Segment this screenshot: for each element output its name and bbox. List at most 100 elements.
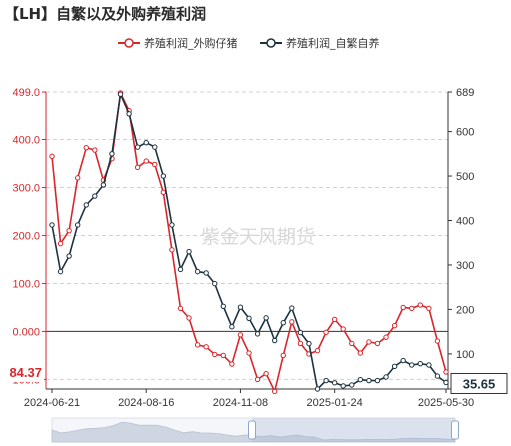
right-tick-label: 100 <box>456 349 474 361</box>
data-point <box>186 315 192 321</box>
data-point <box>263 315 269 321</box>
right-tick-label: 300 <box>456 260 474 272</box>
zoom-preview-area <box>51 421 456 443</box>
right-tick-label: 689 <box>456 87 474 99</box>
data-point <box>143 139 149 146</box>
zoom-handle-grip[interactable] <box>248 420 256 440</box>
zoom-handle-grip[interactable] <box>451 420 459 440</box>
zoom-selection[interactable] <box>252 418 455 442</box>
legend-label: 养殖利润_外购仔猪 <box>144 36 238 50</box>
series-2 <box>49 91 449 392</box>
data-point <box>203 344 209 350</box>
data-point <box>66 227 72 234</box>
data-point <box>366 377 372 384</box>
left-tick-label: 0.000 <box>12 326 40 338</box>
legend-swatch-marker <box>124 38 134 48</box>
data-point <box>66 253 72 259</box>
data-point <box>400 304 406 311</box>
data-point <box>152 144 158 150</box>
x-tick-label: 2024-06-21 <box>24 397 80 409</box>
data-point <box>229 324 235 330</box>
data-point <box>169 222 175 228</box>
right-tick-label: 600 <box>456 127 474 139</box>
data-point <box>426 362 432 368</box>
data-point <box>220 352 227 359</box>
data-point <box>426 305 432 312</box>
data-point <box>152 161 158 168</box>
data-point <box>57 268 64 275</box>
data-point <box>323 377 329 384</box>
watermark-text: 紫金天风期货 <box>201 226 315 248</box>
legend-item[interactable]: 养殖利润_自繁自养 <box>260 36 380 50</box>
data-point <box>409 362 415 368</box>
data-point <box>289 319 295 325</box>
data-point <box>434 373 441 379</box>
axes: 499.0400.0300.0200.0100.00.000-100.06896… <box>9 87 475 409</box>
data-point <box>340 326 346 332</box>
legend-label: 养殖利润_自繁自养 <box>286 36 380 50</box>
legend: 养殖利润_外购仔猪 养殖利润_自繁自养 <box>118 36 380 50</box>
data-zoom-slider[interactable] <box>51 417 459 443</box>
data-point <box>366 339 372 345</box>
x-tick-label: 2024-11-08 <box>213 397 268 409</box>
data-point <box>417 302 424 308</box>
data-point <box>349 340 355 347</box>
data-point <box>212 280 218 287</box>
series-layer <box>49 90 449 395</box>
data-point <box>443 379 449 386</box>
zoom-handle[interactable] <box>248 420 256 440</box>
data-point <box>109 151 115 157</box>
data-point <box>340 383 346 389</box>
data-point <box>331 316 338 323</box>
data-point <box>83 202 89 208</box>
data-point <box>271 388 278 395</box>
data-point <box>194 342 201 348</box>
data-point <box>349 382 355 388</box>
data-point <box>280 320 286 326</box>
x-tick-label: 2025-05-30 <box>418 397 474 409</box>
left-end-label-bg <box>0 361 44 382</box>
data-point <box>434 338 441 344</box>
left-tick-label: 300.0 <box>12 182 40 194</box>
data-point <box>263 370 269 377</box>
data-point <box>186 248 192 255</box>
left-tick-label: 499.0 <box>12 87 40 99</box>
data-point <box>177 305 184 312</box>
data-point <box>126 111 132 117</box>
data-point <box>357 376 364 383</box>
data-point <box>391 322 398 329</box>
data-point <box>383 334 389 340</box>
data-point <box>74 175 81 181</box>
data-point <box>254 331 261 337</box>
data-point <box>306 340 312 347</box>
data-point <box>297 329 304 336</box>
data-point <box>280 352 286 359</box>
data-point <box>246 350 252 356</box>
data-point <box>57 240 64 247</box>
data-point <box>92 147 98 153</box>
data-point <box>177 266 184 273</box>
legend-item[interactable]: 养殖利润_外购仔猪 <box>118 36 238 50</box>
data-point <box>417 360 424 367</box>
zoom-handle[interactable] <box>451 420 459 440</box>
data-point <box>117 91 124 97</box>
grid-lines <box>46 91 448 380</box>
right-tick-label: 400 <box>456 215 474 227</box>
chart-title: 【LH】自繁以及外购养殖利润 <box>4 5 207 23</box>
data-point <box>100 182 107 188</box>
right-end-label: 35.65 <box>463 376 496 391</box>
data-point <box>271 337 278 344</box>
data-point <box>383 374 389 380</box>
data-point <box>289 305 295 311</box>
data-point <box>374 377 381 384</box>
data-point <box>391 363 398 370</box>
end-labels: 84.37 35.65 <box>0 361 508 394</box>
data-point <box>323 329 329 336</box>
data-point <box>49 222 55 228</box>
right-end-label-box <box>450 372 508 394</box>
data-point <box>409 305 415 312</box>
data-point <box>237 332 244 338</box>
data-point <box>212 351 218 358</box>
data-point <box>83 144 89 151</box>
